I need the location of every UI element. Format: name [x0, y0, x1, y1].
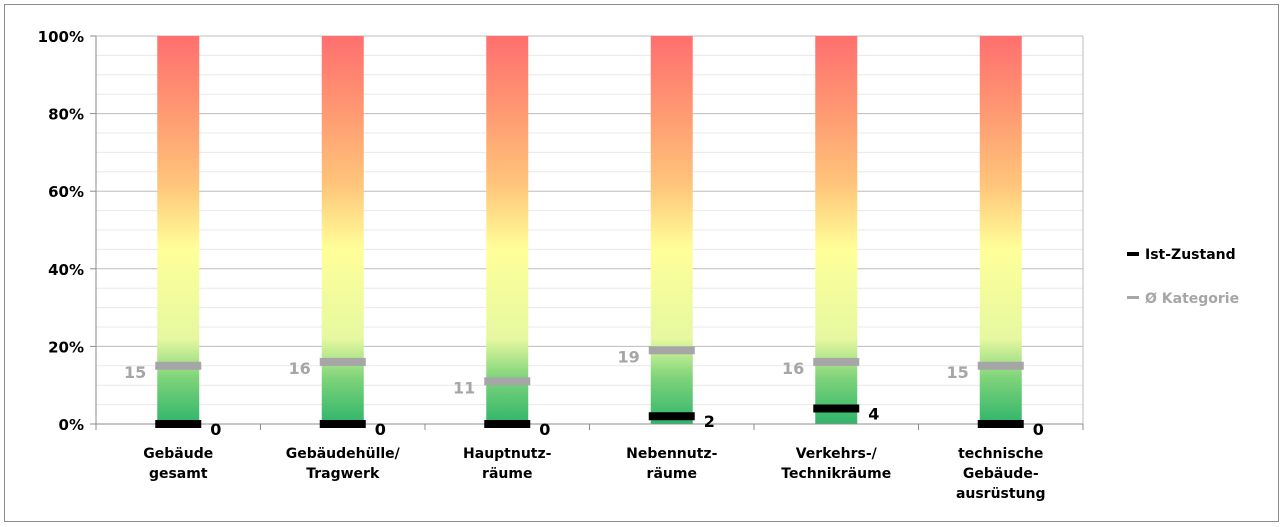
gridlines	[96, 35, 1084, 424]
scale-bar-0	[157, 36, 200, 424]
avg-marker	[484, 377, 531, 386]
category-label-line: ausrüstung	[956, 486, 1046, 502]
category-label-line: räume	[647, 466, 697, 482]
y-tick-label: 40%	[48, 261, 84, 279]
category-label-line: gesamt	[149, 466, 208, 482]
y-tick-label: 20%	[48, 338, 84, 356]
avg-marker	[813, 357, 860, 366]
ist-marker	[648, 412, 695, 421]
y-tick-label: 80%	[48, 106, 84, 124]
category-label-line: technische	[958, 446, 1043, 462]
category-label-line: Gebäude-	[963, 466, 1039, 482]
avg-value-label: 16	[782, 359, 804, 378]
category-label-line: Nebennutz-	[626, 446, 717, 462]
legend-avg-label: Ø Kategorie	[1145, 291, 1239, 307]
scale-bar-3	[650, 36, 693, 424]
category-label-line: Tragwerk	[306, 466, 380, 482]
category-label: Gebäude gesamt	[143, 446, 213, 482]
avg-value-label: 15	[946, 363, 968, 382]
ist-marker	[813, 404, 860, 413]
avg-value-label: 19	[617, 347, 639, 366]
category-label-line: räume	[482, 466, 532, 482]
category-label-line: Gebäude	[143, 446, 213, 462]
y-tick-label: 100%	[38, 28, 84, 46]
category-label: Nebennutz-räume	[626, 446, 717, 482]
ist-marker	[155, 420, 202, 428]
legend: Ist-Zustand Ø Kategorie	[1127, 247, 1239, 307]
ist-marker	[977, 420, 1024, 428]
axes: 0% 20% 40% 60% 80% 100% Gebäude gesamt Gebäudehü…	[38, 28, 1084, 502]
category-label: technische Gebäude-ausrüstung	[956, 446, 1046, 502]
ist-value-label: 0	[539, 420, 550, 439]
avg-marker	[319, 357, 366, 366]
avg-value-label: 11	[453, 378, 475, 397]
avg-value-label: 15	[124, 363, 146, 382]
category-label-line: Verkehrs-/	[796, 446, 878, 462]
marks: 15 0 16 0 11 0 19 2 16 4 15 0	[124, 346, 1044, 439]
avg-marker	[977, 361, 1024, 370]
avg-marker	[155, 361, 202, 370]
legend-ist-label: Ist-Zustand	[1145, 247, 1236, 263]
ist-value-label: 0	[210, 420, 221, 439]
category-label: Hauptnutz-räume	[463, 446, 552, 482]
ist-marker	[484, 420, 531, 428]
category-label-line: Hauptnutz-	[463, 446, 552, 462]
avg-marker	[648, 346, 695, 355]
category-label: Gebäudehülle/Tragwerk	[286, 446, 401, 482]
legend-avg-swatch	[1127, 296, 1139, 299]
category-label: Verkehrs-/ Technikräume	[781, 446, 891, 482]
category-label-line: Technikräume	[781, 466, 891, 482]
avg-value-label: 16	[288, 359, 310, 378]
scale-bar-2	[486, 36, 529, 424]
scale-bar-5	[979, 36, 1022, 424]
y-tick-label: 0%	[59, 416, 84, 434]
ist-value-label: 2	[704, 412, 715, 431]
ist-marker	[319, 420, 366, 428]
chart-frame	[4, 4, 1279, 522]
y-tick-label: 60%	[48, 183, 84, 201]
ist-value-label: 0	[375, 420, 386, 439]
ist-value-label: 0	[1033, 420, 1044, 439]
category-label-line: Gebäudehülle/	[286, 446, 401, 462]
legend-ist-swatch	[1127, 252, 1139, 256]
ist-value-label: 4	[868, 404, 879, 423]
